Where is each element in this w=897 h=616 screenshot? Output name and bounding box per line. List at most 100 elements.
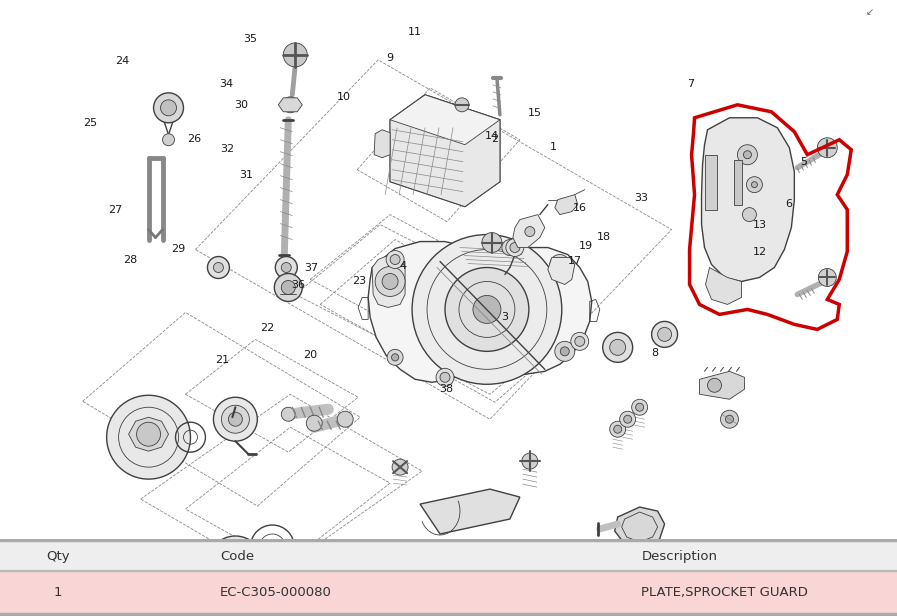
Polygon shape: [219, 547, 252, 575]
Text: 33: 33: [634, 193, 648, 203]
Bar: [0, 614, 897, 616]
Circle shape: [746, 177, 762, 193]
Bar: [0, 540, 897, 571]
Text: 36: 36: [292, 280, 305, 290]
Circle shape: [631, 399, 648, 415]
Bar: [0, 539, 897, 540]
Circle shape: [636, 403, 644, 411]
Circle shape: [522, 453, 538, 469]
Circle shape: [161, 100, 177, 116]
Circle shape: [388, 349, 403, 365]
Circle shape: [274, 274, 302, 301]
Circle shape: [282, 280, 295, 294]
Text: PLATE,SPROCKET GUARD: PLATE,SPROCKET GUARD: [641, 586, 808, 599]
Text: 35: 35: [243, 34, 257, 44]
Circle shape: [708, 378, 721, 392]
Circle shape: [207, 256, 230, 278]
Circle shape: [445, 267, 529, 351]
Text: 20: 20: [302, 350, 317, 360]
Text: 37: 37: [304, 264, 318, 274]
Text: 38: 38: [439, 384, 453, 394]
Circle shape: [737, 145, 757, 164]
Text: 25: 25: [83, 118, 98, 128]
Circle shape: [575, 336, 585, 346]
Bar: [735, 160, 743, 205]
Circle shape: [391, 354, 398, 361]
Text: 13: 13: [753, 221, 767, 230]
Circle shape: [726, 415, 734, 423]
Circle shape: [570, 333, 588, 351]
Text: 4: 4: [399, 261, 406, 271]
Circle shape: [610, 421, 626, 437]
Text: 10: 10: [336, 92, 351, 102]
Text: 12: 12: [753, 247, 767, 257]
Circle shape: [455, 98, 469, 111]
Circle shape: [720, 410, 738, 428]
Circle shape: [213, 397, 257, 441]
Circle shape: [282, 262, 292, 272]
Circle shape: [136, 422, 161, 446]
Text: 24: 24: [116, 56, 130, 66]
Circle shape: [603, 333, 632, 362]
Text: 3: 3: [501, 312, 509, 322]
Circle shape: [555, 260, 564, 269]
Text: 29: 29: [171, 244, 186, 254]
Circle shape: [502, 240, 518, 256]
Circle shape: [412, 235, 562, 384]
Text: 6: 6: [785, 199, 792, 209]
Circle shape: [614, 425, 622, 433]
Text: 30: 30: [234, 100, 248, 110]
Text: 23: 23: [352, 277, 366, 286]
Circle shape: [283, 97, 299, 113]
Polygon shape: [128, 417, 169, 451]
Text: 2: 2: [492, 134, 499, 144]
Polygon shape: [706, 267, 742, 304]
Circle shape: [162, 134, 175, 146]
Circle shape: [392, 459, 408, 475]
Bar: [0, 571, 897, 614]
Polygon shape: [278, 98, 302, 111]
Circle shape: [337, 411, 353, 428]
Polygon shape: [159, 564, 275, 616]
Circle shape: [153, 93, 184, 123]
Circle shape: [275, 256, 297, 278]
Text: 15: 15: [527, 108, 542, 118]
Text: 27: 27: [109, 205, 123, 215]
Text: 8: 8: [651, 348, 658, 358]
Circle shape: [658, 327, 672, 341]
Text: 1: 1: [54, 586, 63, 599]
Circle shape: [817, 138, 837, 158]
Text: 9: 9: [386, 53, 393, 63]
Text: 26: 26: [187, 134, 201, 144]
Circle shape: [550, 254, 570, 275]
Text: 7: 7: [687, 79, 693, 89]
Text: EC-C305-000080: EC-C305-000080: [220, 586, 332, 599]
Text: 5: 5: [800, 156, 807, 167]
Text: 32: 32: [221, 144, 234, 154]
Text: 11: 11: [407, 27, 422, 38]
Bar: [0, 570, 897, 572]
Polygon shape: [420, 489, 520, 534]
Text: ↙: ↙: [866, 7, 874, 17]
Polygon shape: [368, 241, 592, 383]
Circle shape: [440, 372, 450, 383]
Circle shape: [382, 274, 398, 290]
Circle shape: [283, 43, 308, 67]
Circle shape: [525, 227, 535, 237]
Circle shape: [107, 395, 190, 479]
Circle shape: [225, 551, 246, 571]
Polygon shape: [390, 95, 500, 206]
Bar: [704, 155, 717, 209]
Polygon shape: [548, 257, 575, 285]
Circle shape: [375, 267, 405, 296]
Text: 34: 34: [220, 79, 233, 89]
Circle shape: [509, 243, 520, 253]
Text: Description: Description: [641, 549, 718, 563]
Text: Qty: Qty: [47, 549, 70, 563]
Circle shape: [651, 322, 677, 347]
Circle shape: [744, 151, 752, 159]
Circle shape: [623, 415, 631, 423]
Text: 18: 18: [597, 232, 611, 242]
Circle shape: [222, 405, 249, 433]
Circle shape: [229, 412, 242, 426]
